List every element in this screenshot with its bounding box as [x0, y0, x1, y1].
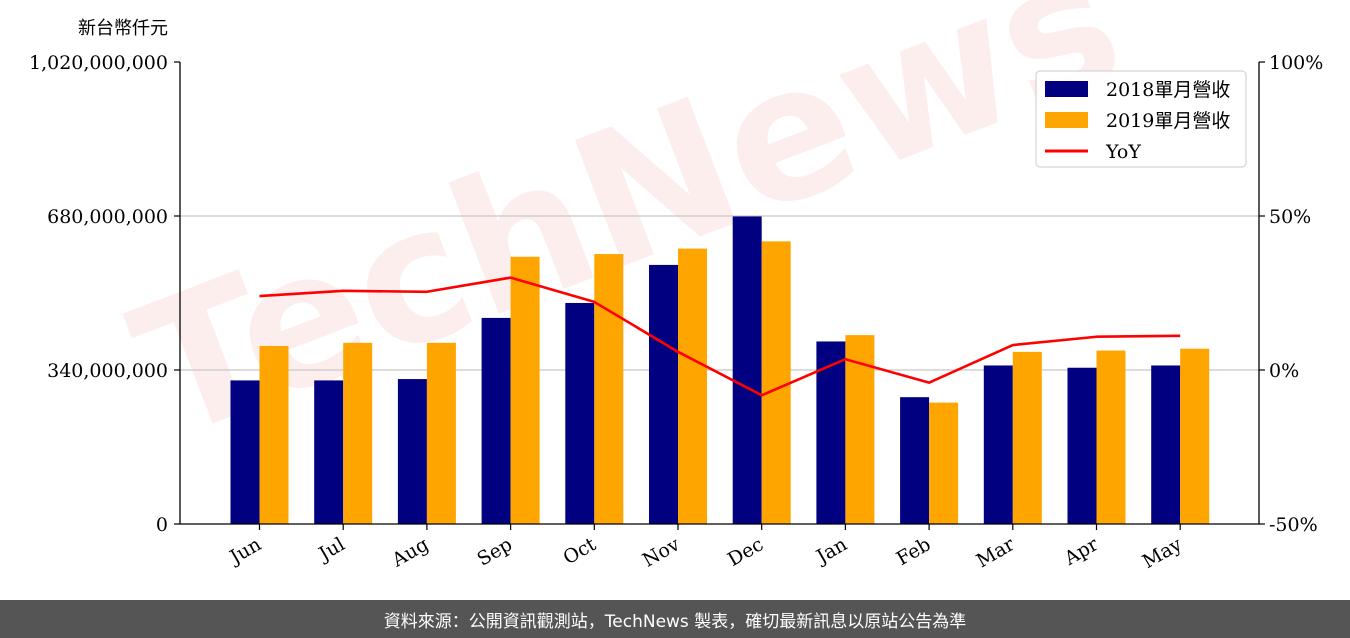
bar-2018: [649, 264, 678, 524]
bar-2019: [761, 241, 791, 525]
y-left-tick-label: 1,020,000,000: [29, 52, 168, 74]
y-right-tick-label: 50%: [1269, 206, 1311, 228]
y-axis-label: 新台幣仟元: [78, 18, 168, 39]
legend-label: 2019單月營收: [1106, 110, 1230, 132]
bar-2019: [594, 254, 624, 524]
bar-2019: [929, 402, 959, 524]
y-right-tick-label: 0%: [1269, 360, 1299, 382]
plot-area: 0 340,000,000 680,000,000 1,020,000,000 -50%…: [29, 52, 1323, 573]
yoy-line: [259, 276, 1181, 397]
bar-2018: [1151, 365, 1181, 524]
x-tick-label: Feb: [893, 533, 935, 570]
bar-2018: [314, 380, 344, 524]
legend-swatch: [1045, 81, 1088, 97]
y-left-tick-label: 0: [156, 514, 168, 536]
bar-2019: [343, 342, 373, 524]
x-tick-label: Aug: [388, 533, 433, 572]
bar-2019: [1096, 350, 1126, 524]
legend-label: YoY: [1105, 141, 1141, 163]
bar-2018: [230, 380, 260, 524]
y-left-tick-label: 680,000,000: [47, 206, 168, 228]
x-tick-label: Jan: [811, 533, 851, 569]
source-text: 資料來源：公開資訊觀測站，TechNews 製表，確切最新訊息以原站公告為準: [383, 611, 967, 632]
x-tick-label: Mar: [973, 533, 1019, 572]
bar-2019: [426, 342, 456, 524]
bar-2018: [900, 397, 930, 524]
legend: 2018單月營收 2019單月營收 YoY: [1035, 70, 1247, 168]
bar-2018: [481, 317, 511, 524]
bar-2018: [983, 365, 1013, 524]
legend-swatch: [1045, 112, 1088, 128]
x-tick-label: Jun: [224, 533, 265, 569]
bar-2019: [1012, 351, 1042, 524]
bar-2018: [565, 302, 595, 524]
x-tick-label: May: [1139, 533, 1186, 573]
bar-2019: [259, 345, 289, 524]
bar-2019: [678, 248, 707, 525]
x-tick-label: Nov: [639, 533, 684, 572]
x-tick-label: Sep: [474, 533, 517, 570]
legend-box: [1035, 70, 1247, 168]
bar-2018: [732, 216, 762, 524]
bar-2019: [510, 256, 540, 524]
bar-2018: [816, 341, 846, 524]
y-right-tick-label: 100%: [1269, 52, 1323, 74]
y-right-tick-label: -50%: [1269, 514, 1318, 536]
y-left-tick-label: 340,000,000: [47, 360, 168, 382]
revenue-chart: TechNews 0340,000,000680,000,0001,020,00…: [29, 0, 1323, 573]
legend-label: 2018單月營收: [1106, 79, 1230, 101]
bar-2019: [1180, 348, 1210, 524]
x-tick-label: Oct: [559, 533, 600, 569]
x-tick-label: Apr: [1060, 533, 1103, 570]
bar-2018: [1067, 367, 1097, 524]
x-tick-label: Jul: [314, 533, 349, 566]
bar-2018: [397, 379, 427, 524]
x-tick-label: Dec: [724, 533, 767, 571]
footer-source-note: 資料來源：公開資訊觀測站，TechNews 製表，確切最新訊息以原站公告為準: [0, 600, 1350, 638]
